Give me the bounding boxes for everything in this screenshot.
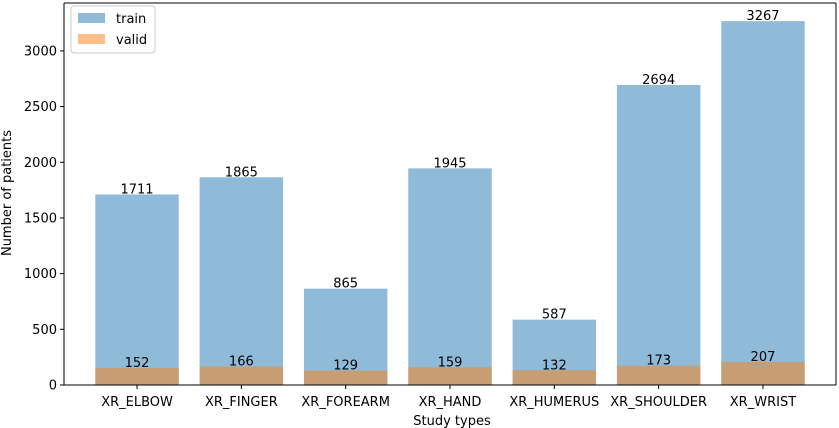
bar-valid-xr_forearm <box>303 370 388 385</box>
data-label-train: 1711 <box>120 182 153 197</box>
y-tick-label: 0 <box>49 379 57 394</box>
data-label-train: 3267 <box>746 9 779 24</box>
bars <box>95 21 805 386</box>
x-tick-label: XR_SHOULDER <box>610 395 707 410</box>
data-labels: 1711 1865 865 1945 587 2694 3267 152 166 129 159 13… <box>120 9 779 373</box>
x-tick-label: XR_FINGER <box>205 395 278 410</box>
bar-train-xr_shoulder <box>616 84 701 386</box>
x-tick-label: XR_HAND <box>419 395 482 410</box>
y-tick-label: 2000 <box>24 156 57 171</box>
legend-swatch-train <box>78 13 105 23</box>
data-label-valid: 207 <box>751 350 776 365</box>
bar-train-xr_wrist <box>721 21 805 386</box>
legend: train valid <box>70 5 156 54</box>
bar-valid-xr_elbow <box>95 368 179 385</box>
x-ticks: XR_ELBOW XR_FINGER XR_FOREARM XR_HAND XR_HUM… <box>101 385 796 410</box>
data-label-valid: 159 <box>438 355 463 370</box>
bar-train-xr_hand <box>408 168 492 385</box>
y-ticks: 0 500 1000 1500 2000 2500 3000 <box>24 44 64 394</box>
bar-valid-xr_shoulder <box>616 365 701 385</box>
x-tick-label: XR_HUMERUS <box>509 395 599 410</box>
data-label-train: 865 <box>333 277 358 292</box>
bar-valid-xr_wrist <box>721 361 805 385</box>
data-label-train: 1865 <box>225 165 258 180</box>
legend-label-valid: valid <box>116 33 147 48</box>
y-axis-label: Number of patients <box>0 130 15 256</box>
data-label-valid: 132 <box>542 358 567 373</box>
data-label-train: 2694 <box>642 73 675 88</box>
bar-valid-xr_hand <box>408 367 492 385</box>
y-tick-label: 3000 <box>24 44 57 59</box>
data-label-valid: 173 <box>646 354 671 369</box>
y-tick-label: 1500 <box>24 211 57 226</box>
data-label-valid: 152 <box>125 356 150 371</box>
x-tick-label: XR_FOREARM <box>301 395 390 410</box>
y-tick-label: 1000 <box>24 267 57 282</box>
data-label-valid: 129 <box>333 359 358 374</box>
bar-valid-xr_humerus <box>512 370 597 385</box>
x-tick-label: XR_WRIST <box>730 395 796 410</box>
bar-train-xr_finger <box>199 177 284 385</box>
data-label-train: 1945 <box>433 156 466 171</box>
bar-valid-xr_finger <box>199 366 284 385</box>
bar-train-xr_forearm <box>303 288 388 385</box>
legend-label-train: train <box>116 12 146 27</box>
bar-train-xr_elbow <box>95 194 179 385</box>
x-tick-label: XR_ELBOW <box>101 395 173 410</box>
data-label-valid: 166 <box>229 355 254 370</box>
y-tick-label: 500 <box>32 323 57 338</box>
y-tick-label: 2500 <box>24 100 57 115</box>
x-axis-label: Study types <box>413 414 491 428</box>
legend-swatch-valid <box>78 34 105 44</box>
data-label-train: 587 <box>542 308 567 323</box>
